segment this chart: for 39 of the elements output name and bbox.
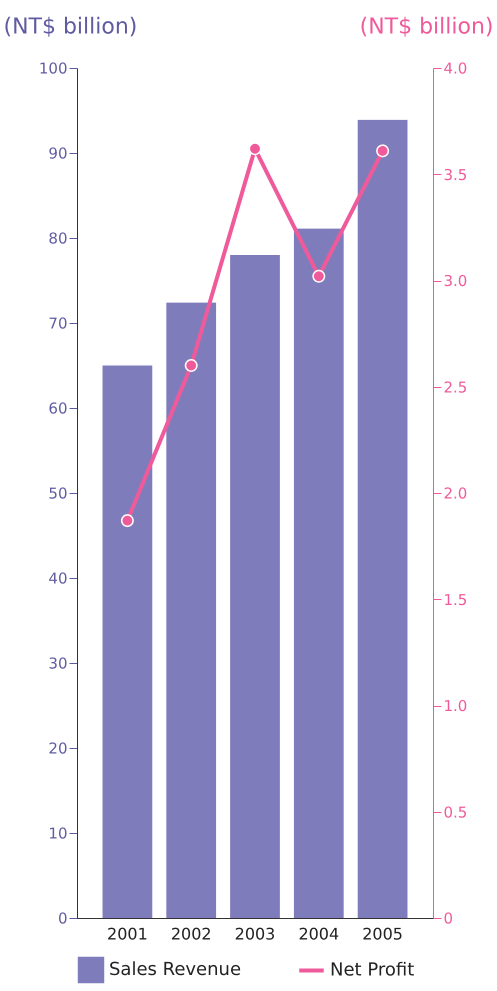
y-tick-label: 60 [48, 400, 68, 418]
y-tick-label: 100 [38, 60, 68, 78]
y2-tick-label: 0 [444, 910, 454, 928]
y2-tick-label: 1.5 [444, 590, 468, 609]
point [248, 142, 262, 156]
y2-tick-label: 4.0 [444, 60, 468, 78]
y2-tick-label: 2.5 [444, 378, 468, 396]
y2-tick-label: 1.0 [444, 697, 468, 715]
x-tick-label: 2004 [298, 924, 340, 944]
point [184, 359, 198, 372]
y-tick-label: 10 [48, 824, 68, 842]
y-tick-label: 20 [48, 740, 68, 758]
y-tick-label: 70 [48, 314, 68, 332]
legend-label: Sales Revenue [109, 959, 242, 980]
y-tick-label: 0 [58, 910, 68, 928]
bar [102, 366, 152, 918]
x-tick-label: 2001 [107, 924, 148, 944]
y-tick-label: 90 [48, 144, 68, 162]
y2-tick-label: 0.5 [444, 803, 468, 822]
y-tick-label: 50 [48, 484, 68, 502]
point [120, 514, 134, 528]
bar [166, 302, 216, 918]
y2-tick-label: 2.0 [444, 484, 468, 502]
x-tick-label: 2005 [362, 924, 403, 944]
bar [294, 228, 344, 918]
y2-tick-label: 3.5 [444, 166, 468, 184]
point [312, 270, 326, 283]
y-tick-label: 30 [48, 654, 68, 672]
bar [230, 255, 280, 918]
x-tick-label: 2002 [170, 924, 212, 944]
point [376, 144, 390, 158]
x-tick-label: 2003 [234, 924, 276, 944]
y-tick-label: 40 [48, 570, 68, 588]
legend-label: Net Profit [330, 960, 414, 980]
y2-axis-title: (NT$ billion) [360, 14, 494, 40]
bar [358, 120, 408, 918]
y2-tick-label: 3.0 [444, 272, 468, 290]
y-tick-label: 80 [48, 230, 68, 248]
y-axis-title: (NT$ billion) [4, 14, 138, 40]
